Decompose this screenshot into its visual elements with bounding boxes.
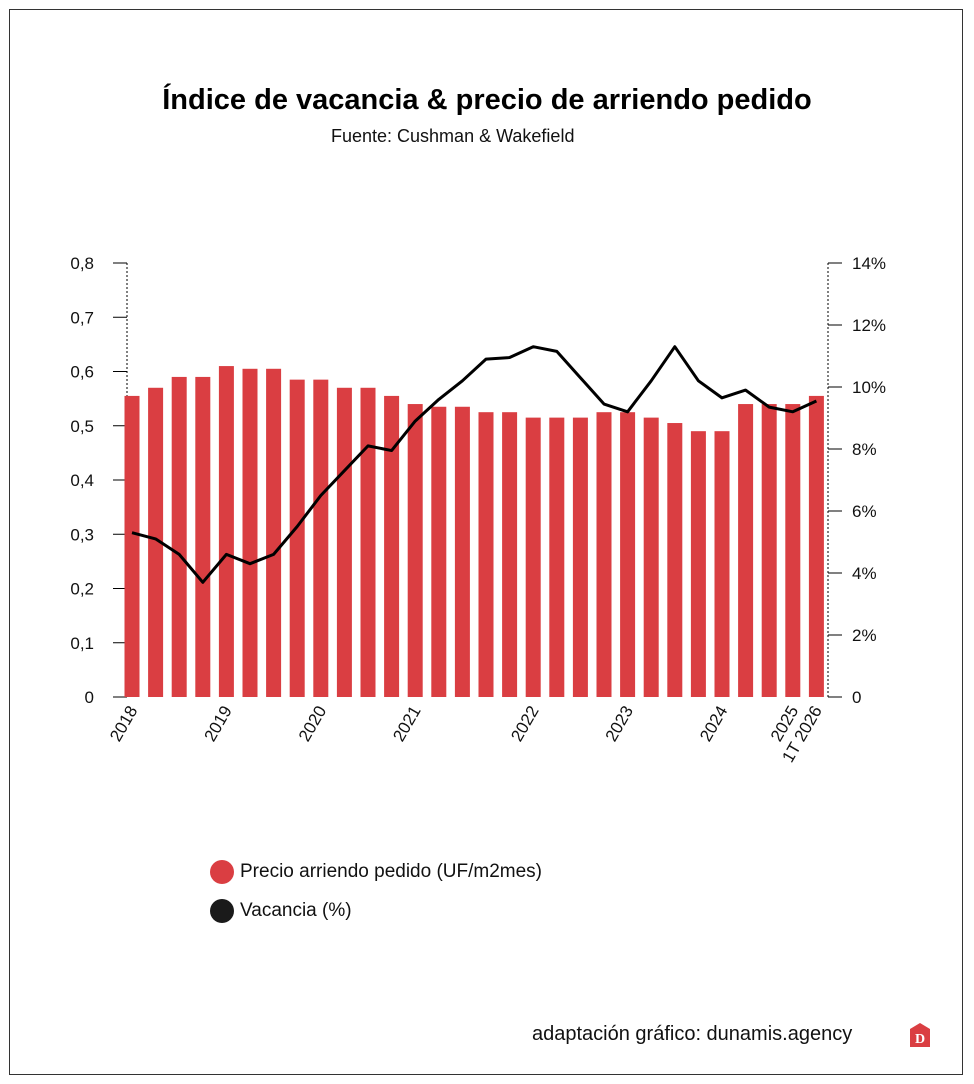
bar (478, 412, 494, 697)
bar (195, 376, 211, 697)
left-tick-label: 0,5 (70, 417, 94, 436)
left-tick-label: 0,8 (70, 254, 94, 273)
bar (761, 404, 777, 697)
x-tick-label: 2024 (696, 703, 731, 745)
bar (596, 412, 612, 697)
chart-plot: 0 0,1 0,2 0,3 0,4 0,5 0,6 0,7 0,8 0 2% 4% 6% 8% 10% 12%… (70, 254, 886, 766)
bar (454, 406, 470, 697)
bar (808, 395, 824, 697)
x-tick-label: 2019 (200, 703, 235, 745)
bar (289, 379, 305, 697)
left-tick-label: 0,3 (70, 525, 94, 544)
bar (525, 417, 541, 697)
right-tick-label: 6% (852, 502, 877, 521)
right-tick-label: 8% (852, 440, 877, 459)
left-tick-label: 0,1 (70, 634, 94, 653)
right-tick-label: 12% (852, 316, 886, 335)
legend-item-precio: Precio arriendo pedido (UF/m2mes) (210, 860, 542, 884)
left-tick-label: 0,4 (70, 471, 94, 490)
legend-item-vacancia: Vacancia (%) (210, 899, 352, 923)
bar (690, 431, 706, 697)
bar (313, 379, 329, 697)
right-tick-label: 2% (852, 626, 877, 645)
vacancia-line (131, 345, 818, 584)
x-tick-label: 2023 (602, 703, 637, 745)
right-tick-label: 14% (852, 254, 886, 273)
x-tick-label: 2022 (507, 703, 542, 745)
legend-label: Vacancia (%) (240, 900, 352, 921)
bar (360, 387, 376, 697)
x-tick-label: 2018 (106, 703, 141, 745)
bar (667, 423, 683, 697)
right-tick-label: 0 (852, 688, 861, 707)
bar (714, 431, 730, 697)
right-tick-label: 10% (852, 378, 886, 397)
bar (266, 368, 282, 697)
legend-black-dot-icon (210, 899, 234, 923)
bar (407, 404, 423, 697)
svg-text:D: D (915, 1032, 925, 1047)
bar (643, 417, 659, 697)
bar (738, 404, 754, 697)
dunamis-logo-icon: D (910, 1023, 930, 1047)
x-tick-label: 2020 (295, 703, 330, 745)
bar (620, 412, 636, 697)
left-tick-label: 0,6 (70, 363, 94, 382)
x-tick-label: 2021 (389, 703, 424, 745)
credit-text: adaptación gráfico: dunamis.agency (532, 1023, 853, 1045)
bar (124, 395, 140, 697)
bar (785, 404, 801, 697)
chart-title: Índice de vacancia & precio de arriendo … (162, 84, 812, 116)
chart-frame (9, 9, 963, 1075)
bar (242, 368, 258, 697)
bar (431, 406, 447, 697)
legend-label: Precio arriendo pedido (UF/m2mes) (240, 861, 543, 882)
bar (148, 387, 164, 697)
left-tick-label: 0,2 (70, 580, 94, 599)
bar (171, 376, 187, 697)
left-tick-label: 0,7 (70, 308, 94, 327)
bar (549, 417, 565, 697)
bar (336, 387, 352, 697)
bar (384, 395, 400, 697)
bar (502, 412, 518, 697)
right-tick-label: 4% (852, 564, 877, 583)
bar (218, 366, 234, 697)
left-tick-label: 0 (85, 688, 94, 707)
legend-red-dot-icon (210, 860, 234, 884)
bar (572, 417, 588, 697)
chart-subtitle: Fuente: Cushman & Wakefield (331, 126, 575, 146)
